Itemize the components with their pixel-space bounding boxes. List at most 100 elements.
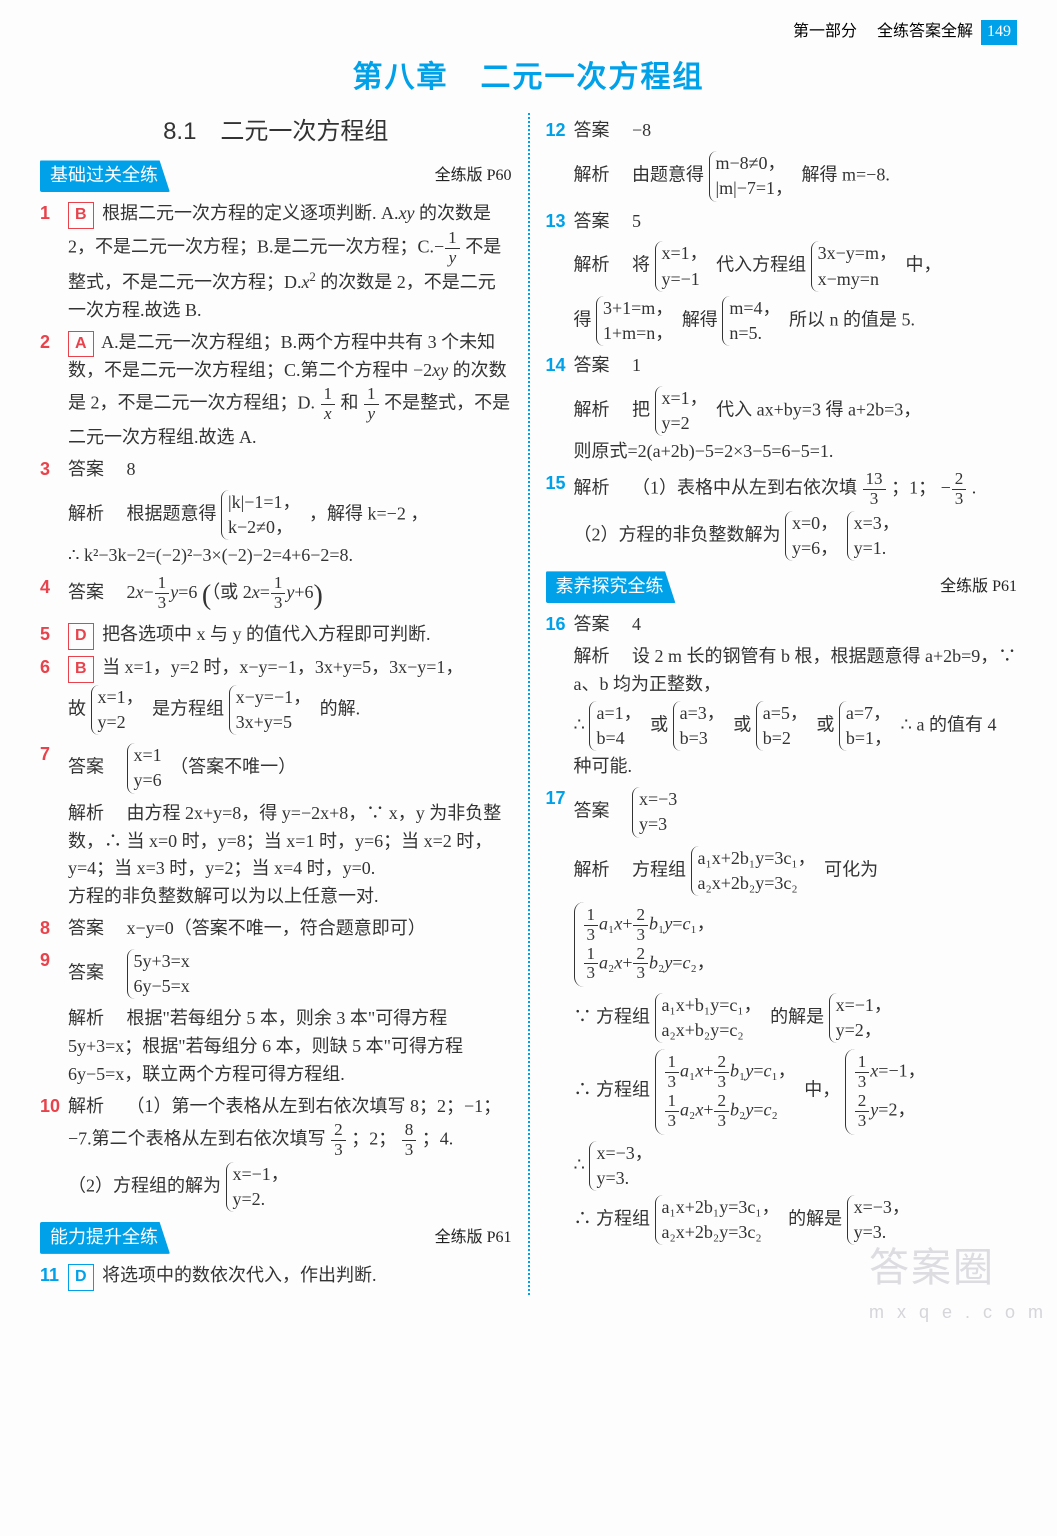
text: 解得: [682, 309, 718, 329]
answer-label: 答案: [574, 211, 610, 231]
item-9-analysis: 解析 根据"若每组分 5 本，则余 3 本"可得方程 5y+3=x；根据"若每组…: [40, 1005, 512, 1089]
text: 的解是: [788, 1208, 842, 1228]
text: ∵ 方程组: [574, 1006, 651, 1026]
item-10: 10 解析 （1）第一个表格从左到右依次填写 8；2；−1；−7.第二个表格从左…: [40, 1093, 512, 1214]
text: （或: [211, 582, 243, 602]
item-3: 3 答案 8: [40, 456, 512, 484]
item-8: 8 答案 x−y=0（答案不唯一，符合题意即可）: [40, 915, 512, 943]
text: 根据题意得: [127, 503, 217, 523]
text: ∴ k²−3k−2=(−2)²−3×(−2)−2=4+6−2=8.: [68, 545, 353, 565]
text: 的解是: [770, 1006, 824, 1026]
answer-value: −8: [632, 120, 651, 140]
analysis-label: 解析: [574, 165, 610, 185]
item-num: 17: [546, 785, 574, 839]
band-ability-ref: 全练版 P61: [170, 1226, 512, 1251]
item-11: 11 D 将选项中的数依次代入，作出判断.: [40, 1262, 512, 1291]
item-14: 14 答案 1: [546, 352, 1018, 380]
text: ∴ 方程组: [574, 1080, 651, 1100]
item-1: 1 B 根据二元一次方程的定义逐项判断. A.xy 的次数是 2，不是二元一次方…: [40, 200, 512, 324]
text: （1）表格中从左到右依次填: [632, 478, 857, 498]
text: ，: [410, 503, 428, 523]
watermark-text: 答案圈: [869, 1246, 995, 1290]
text: 由题意得: [632, 165, 704, 185]
item-7-analysis: 解析 由方程 2x+y=8，得 y=−2x+8，∵ x，y 为非负整数，∴ 当 …: [40, 800, 512, 912]
analysis-label: 解析: [574, 399, 610, 419]
choice-box: A: [68, 331, 94, 358]
text: 代入方程组: [716, 255, 806, 275]
item-num: 5: [40, 621, 68, 650]
answer-label: 答案: [68, 918, 104, 938]
item-num: 15: [546, 470, 574, 563]
chapter-title: 第八章 二元一次方程组: [40, 55, 1017, 102]
answer-label: 答案: [68, 757, 104, 777]
item-9: 9 答案 5y+3=x6y−5=x: [40, 947, 512, 1001]
item-num: 3: [40, 456, 68, 484]
answer-label: 答案: [68, 459, 104, 479]
answer-value: 5: [632, 211, 641, 231]
right-column: 12 答案 −8 解析 由题意得 m−8≠0，|m|−7=1， 解得 m=−8.…: [546, 113, 1018, 1294]
text: 将选项中的数依次代入，作出判断.: [102, 1265, 377, 1285]
text: 的解.: [320, 698, 361, 718]
text: ∴: [574, 714, 585, 734]
item-3-analysis: 解析 根据题意得 |k|−1=1，k−2≠0， ，解得 k=−2 ， ∴ k²−…: [40, 488, 512, 570]
item-12-analysis: 解析 由题意得 m−8≠0，|m|−7=1， 解得 m=−8.: [546, 149, 1018, 203]
item-num: 11: [40, 1262, 68, 1291]
choice-box: D: [68, 623, 94, 650]
text: 中，: [804, 1080, 840, 1100]
answer-value: 1: [632, 355, 641, 375]
item-num: 8: [40, 915, 68, 943]
header-section: 全练答案全解: [877, 23, 973, 40]
column-divider: [528, 113, 530, 1294]
band-literacy-label: 素养探究全练: [546, 571, 676, 603]
text: .: [972, 478, 977, 498]
item-num: 1: [40, 200, 68, 324]
text: 可化为: [824, 859, 878, 879]
band-basic-ref: 全练版 P60: [170, 164, 512, 189]
item-num: 4: [40, 574, 68, 617]
text: 中，: [905, 255, 941, 275]
answer-value: 4: [632, 614, 641, 634]
text: 根据"若每组分 5 本，则余 3 本"可得方程 5y+3=x；根据"若每组分 6…: [68, 1008, 463, 1084]
text: ；1；: [891, 478, 936, 498]
item-13: 13 答案 5: [546, 208, 1018, 236]
text: 方程组: [632, 859, 686, 879]
item-num: 12: [546, 117, 574, 145]
answer-label: 答案: [574, 355, 610, 375]
band-literacy: 素养探究全练 全练版 P61: [546, 571, 1018, 603]
item-17-analysis: 解析 方程组 a₁x+2b₁y=3c₁，a₂x+2b₂y=3c₂ 可化为 13a…: [546, 844, 1018, 1248]
answer-label: 答案: [574, 614, 610, 634]
header-part: 第一部分: [793, 23, 857, 40]
text: 或: [650, 714, 668, 734]
item-16: 16 答案 4: [546, 611, 1018, 639]
text: 或: [816, 714, 834, 734]
text: 代入 ax+by=3 得 a+2b=3，: [716, 399, 921, 419]
answer-label: 答案: [68, 582, 104, 602]
text: （2）方程的非负整数解为: [574, 524, 781, 544]
item-17: 17 答案 x=−3y=3: [546, 785, 1018, 839]
answer-label: 答案: [574, 120, 610, 140]
choice-box: D: [68, 1264, 94, 1291]
item-num: 9: [40, 947, 68, 1001]
item-num: 16: [546, 611, 574, 639]
text: （2）方程组的解为: [68, 1175, 221, 1195]
analysis-label: 解析: [574, 478, 610, 498]
item-num: 2: [40, 329, 68, 452]
left-column: 8.1 二元一次方程组 基础过关全练 全练版 P60 1 B 根据二元一次方程的…: [40, 113, 512, 1294]
text: 是方程组: [152, 698, 224, 718]
text: ；4.: [422, 1128, 454, 1148]
text: 把各选项中 x 与 y 的值代入方程即可判断.: [102, 624, 431, 644]
text: ∴ 方程组: [574, 1208, 651, 1228]
text: k=−2: [368, 503, 406, 523]
analysis-label: 解析: [574, 646, 610, 666]
answer-label: 答案: [68, 962, 104, 982]
item-num: 13: [546, 208, 574, 236]
band-basic: 基础过关全练 全练版 P60: [40, 160, 512, 192]
item-num: 14: [546, 352, 574, 380]
text: 方程的非负整数解可以为以上任意一对.: [68, 886, 379, 906]
item-14-analysis: 解析 把 x=1，y=2 代入 ax+by=3 得 a+2b=3， 则原式=2(…: [546, 384, 1018, 466]
item-2: 2 A A.是二元一次方程组；B.两个方程中共有 3 个未知数，不是二元一次方程…: [40, 329, 512, 452]
analysis-label: 解析: [574, 859, 610, 879]
choice-box: B: [68, 202, 94, 229]
item-num: 6: [40, 654, 68, 737]
item-num: 10: [40, 1093, 68, 1214]
